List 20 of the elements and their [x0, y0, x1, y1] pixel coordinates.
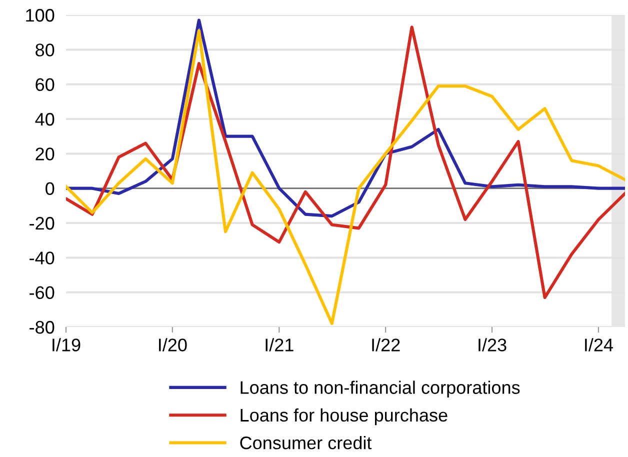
legend-label: Loans to non-financial corporations: [240, 380, 520, 398]
y-tick-label: 60: [36, 78, 54, 92]
y-tick-label: 40: [35, 112, 54, 126]
y-tick-label: -20: [30, 216, 54, 230]
x-tick-label: I/21: [266, 338, 294, 352]
x-tick-label: I/24: [585, 338, 613, 352]
y-tick-label: 20: [36, 148, 54, 160]
line-series: [66, 18, 625, 218]
x-tick-label: I/20: [159, 338, 187, 352]
legend-label: Loans for house purchase: [240, 408, 448, 426]
y-tick-label: 0: [46, 182, 54, 196]
x-tick-label: I/23: [478, 338, 506, 352]
y-tick-label: 80: [36, 44, 54, 56]
y-tick-label: -40: [30, 252, 54, 264]
x-tick-label: I/22: [372, 338, 400, 352]
legend-label: Consumer credit: [240, 436, 372, 450]
x-tick-label: I/19: [52, 338, 80, 352]
y-tick-label: -80: [30, 320, 54, 334]
y-tick-label: -60: [30, 286, 54, 300]
y-tick-label: 100: [26, 8, 54, 22]
